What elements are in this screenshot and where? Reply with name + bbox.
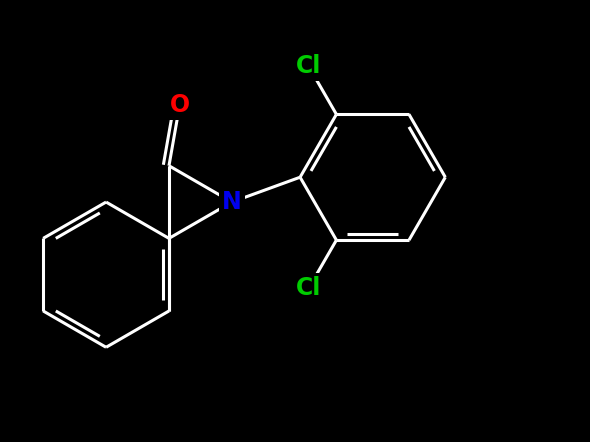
Text: O: O [170, 93, 190, 117]
Text: Cl: Cl [296, 276, 322, 300]
Text: N: N [222, 190, 242, 214]
Text: Cl: Cl [296, 54, 322, 78]
